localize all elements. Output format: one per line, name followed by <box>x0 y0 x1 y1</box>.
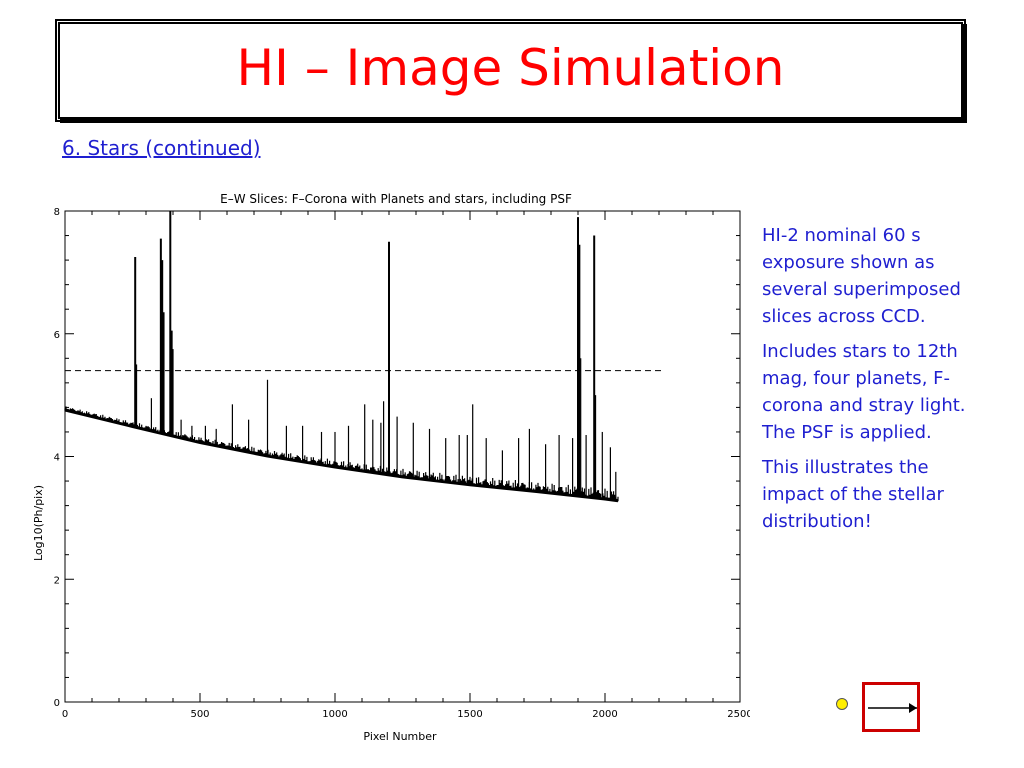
chart: E–W Slices: F–Corona with Planets and st… <box>32 192 750 743</box>
plot-frame <box>64 210 741 703</box>
x-tick-label: 1000 <box>322 709 347 720</box>
y-axis-label: Log10(Ph/pix) <box>32 485 45 561</box>
x-tick-label: 0 <box>62 709 68 720</box>
y-tick-label: 8 <box>54 207 60 218</box>
noise-band <box>64 406 619 502</box>
x-tick-label: 2500 <box>727 709 750 720</box>
slide-subtitle[interactable]: 6. Stars (continued) <box>62 136 261 160</box>
notes-panel: HI-2 nominal 60 s exposure shown as seve… <box>762 222 972 543</box>
x-axis-label: Pixel Number <box>363 730 437 743</box>
x-tick-label: 2000 <box>592 709 617 720</box>
slide-title: HI – Image Simulation <box>236 39 785 97</box>
x-tick-label: 1500 <box>457 709 482 720</box>
y-tick-label: 0 <box>54 698 60 709</box>
title-box: HI – Image Simulation <box>55 19 967 123</box>
dot-icon[interactable] <box>836 698 848 710</box>
y-tick-label: 6 <box>54 330 60 341</box>
x-tick-label: 500 <box>190 709 209 720</box>
next-slide-button[interactable] <box>862 682 920 732</box>
note-exposure: HI-2 nominal 60 s exposure shown as seve… <box>762 225 961 327</box>
note-contents: Includes stars to 12th mag, four planets… <box>762 341 966 443</box>
plot-area: 0 500 1000 1500 2000 2500 0 2 4 6 8 <box>54 207 750 720</box>
y-tick-label: 2 <box>54 575 60 586</box>
note-impact: This illustrates the impact of the stell… <box>762 457 944 532</box>
baseline-curve <box>64 409 619 503</box>
arrow-right-icon <box>868 703 917 713</box>
chart-title: E–W Slices: F–Corona with Planets and st… <box>220 192 572 206</box>
y-tick-label: 4 <box>54 453 60 464</box>
